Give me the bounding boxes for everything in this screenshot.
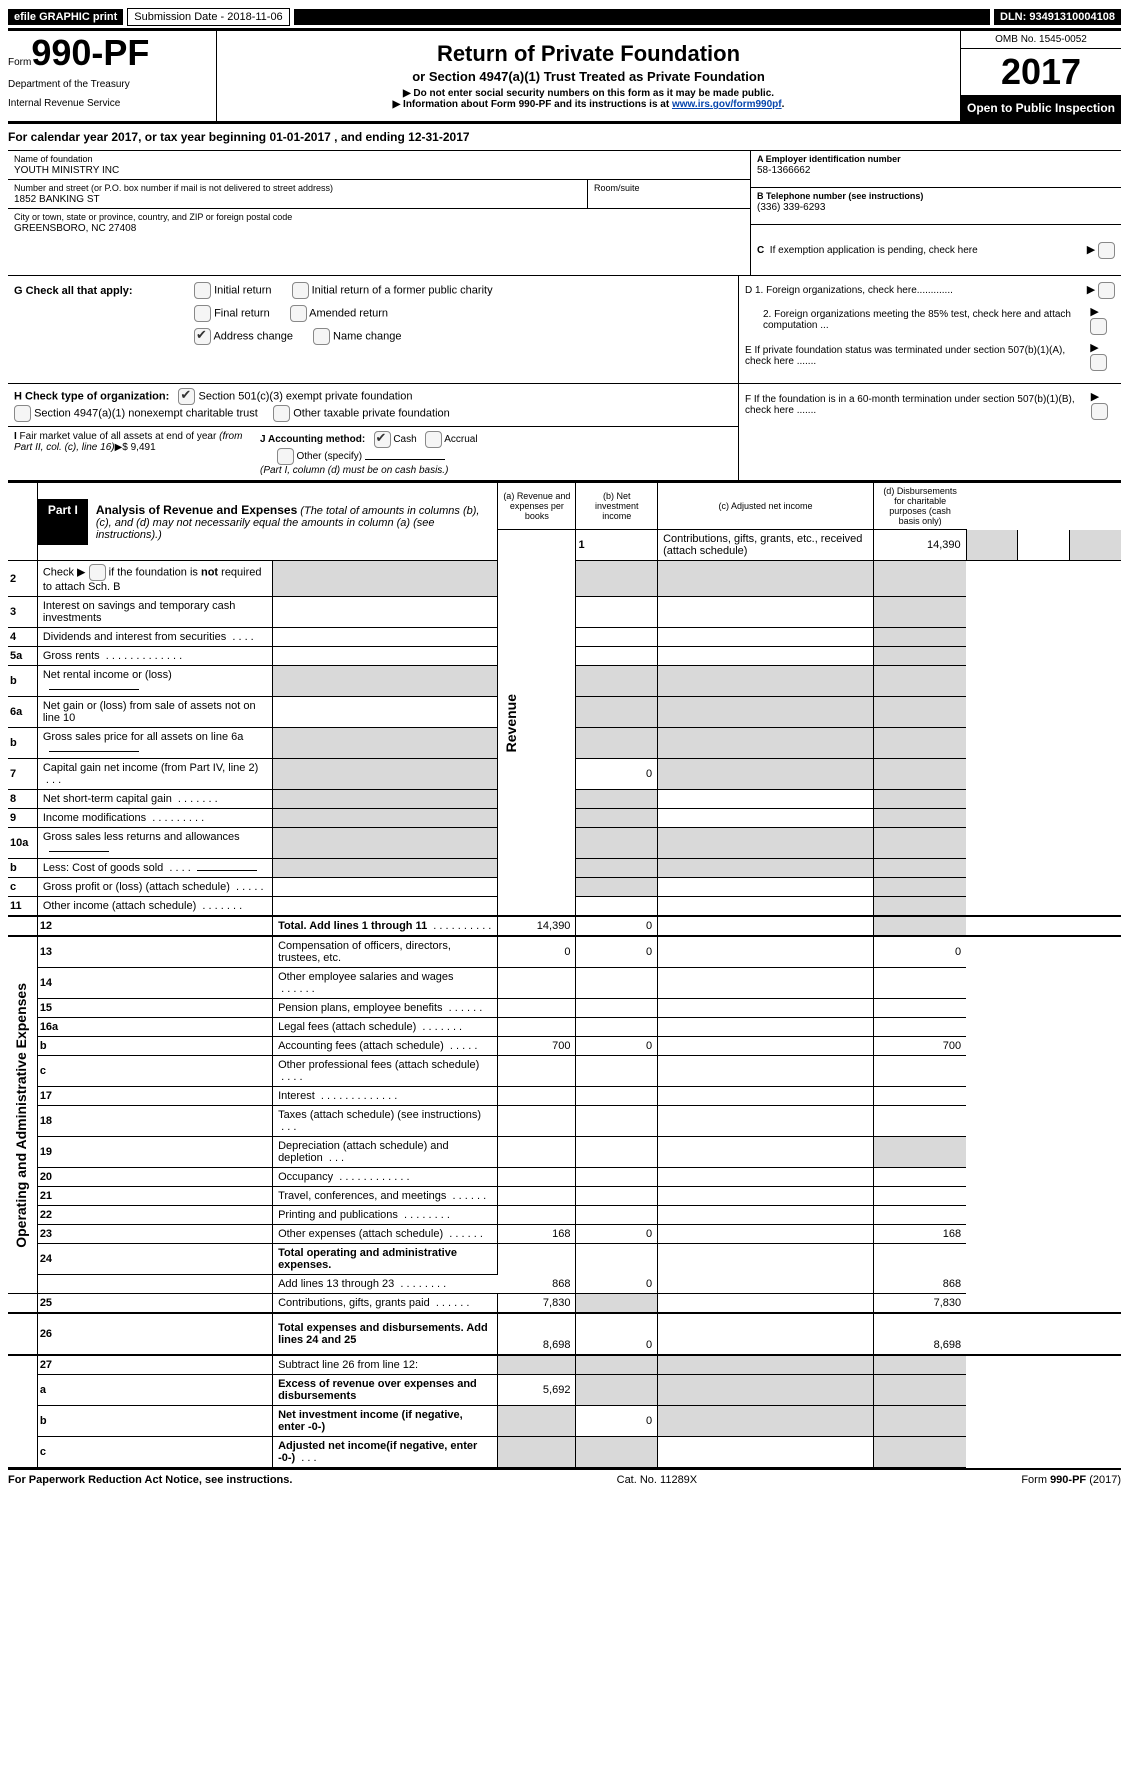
top-bar: efile GRAPHIC print Submission Date - 20… <box>8 8 1121 26</box>
f-cb[interactable] <box>1091 403 1108 420</box>
form-word: Form <box>8 57 31 68</box>
section-h: H Check type of organization: Section 50… <box>8 384 738 427</box>
dept-irs: Internal Revenue Service <box>8 98 208 109</box>
calendar-year-line: For calendar year 2017, or tax year begi… <box>8 124 1121 151</box>
name-change-cb[interactable] <box>313 328 330 345</box>
header-center: Return of Private Foundation or Section … <box>217 31 960 121</box>
tax-year: 2017 <box>961 49 1121 95</box>
footer-right: Form 990-PF (2017) <box>1021 1474 1121 1486</box>
part1-title: Analysis of Revenue and Expenses (The to… <box>88 499 497 545</box>
revenue-side-label: Revenue <box>503 694 519 752</box>
address-change-cb[interactable] <box>194 328 211 345</box>
col-d-head: (d) Disbursements for charitable purpose… <box>874 483 967 530</box>
irs-link[interactable]: www.irs.gov/form990pf <box>672 99 782 110</box>
col-a-head: (a) Revenue and expenses per books <box>498 483 576 530</box>
form-header: Form990-PF Department of the Treasury In… <box>8 28 1121 124</box>
accrual-cb[interactable] <box>425 431 442 448</box>
cash-cb[interactable] <box>374 431 391 448</box>
final-return-cb[interactable] <box>194 305 211 322</box>
amended-return-cb[interactable] <box>290 305 307 322</box>
schb-cb[interactable] <box>89 564 106 581</box>
form-subtitle: or Section 4947(a)(1) Trust Treated as P… <box>227 69 950 84</box>
efile-tag: efile GRAPHIC print <box>8 9 123 25</box>
501c3-cb[interactable] <box>178 388 195 405</box>
identification-block: Name of foundation YOUTH MINISTRY INC Nu… <box>8 151 1121 276</box>
section-i: I Fair market value of all assets at end… <box>14 431 260 476</box>
open-public-badge: Open to Public Inspection <box>961 95 1121 121</box>
spacer-bar <box>294 9 990 25</box>
footer-mid: Cat. No. 11289X <box>617 1474 698 1486</box>
city-cell: City or town, state or province, country… <box>8 209 750 259</box>
expenses-side-label: Operating and Administrative Expenses <box>13 983 29 1248</box>
part1-table: Part I Analysis of Revenue and Expenses … <box>8 483 1121 1468</box>
header-left: Form990-PF Department of the Treasury In… <box>8 31 217 121</box>
note-link: ▶ Information about Form 990-PF and its … <box>227 99 950 110</box>
section-h-i-j: H Check type of organization: Section 50… <box>8 384 1121 483</box>
initial-return-cb[interactable] <box>194 282 211 299</box>
d2-cb[interactable] <box>1090 318 1107 335</box>
form-title: Return of Private Foundation <box>227 41 950 67</box>
section-g-d: G Check all that apply: Initial return I… <box>8 276 1121 384</box>
page-footer: For Paperwork Reduction Act Notice, see … <box>8 1468 1121 1486</box>
foundation-name-cell: Name of foundation YOUTH MINISTRY INC <box>8 151 750 180</box>
footer-left: For Paperwork Reduction Act Notice, see … <box>8 1474 292 1486</box>
dln: DLN: 93491310004108 <box>994 9 1121 25</box>
e-cb[interactable] <box>1090 354 1107 371</box>
initial-former-cb[interactable] <box>292 282 309 299</box>
dept-treasury: Department of the Treasury <box>8 79 208 90</box>
room-cell: Room/suite <box>588 180 750 208</box>
section-j: J Accounting method: Cash Accrual Other … <box>260 431 732 476</box>
part1-label: Part I <box>38 499 88 545</box>
c-checkbox[interactable] <box>1098 242 1115 259</box>
4947-cb[interactable] <box>14 405 31 422</box>
ein-cell: A Employer identification number 58-1366… <box>751 151 1121 188</box>
form-number: 990-PF <box>31 32 149 73</box>
other-method-cb[interactable] <box>277 448 294 465</box>
d1-cb[interactable] <box>1098 282 1115 299</box>
omb-number: OMB No. 1545-0052 <box>961 31 1121 49</box>
col-b-head: (b) Net investment income <box>576 483 658 530</box>
section-f: F If the foundation is in a 60-month ter… <box>739 384 1121 480</box>
street-cell: Number and street (or P.O. box number if… <box>8 180 588 208</box>
exemption-pending-cell: C If exemption application is pending, c… <box>751 225 1121 275</box>
header-right: OMB No. 1545-0052 2017 Open to Public In… <box>960 31 1121 121</box>
other-taxable-cb[interactable] <box>273 405 290 422</box>
phone-cell: B Telephone number (see instructions) (3… <box>751 188 1121 225</box>
note-ssn: ▶ Do not enter social security numbers o… <box>227 88 950 99</box>
submission-date: Submission Date - 2018-11-06 <box>127 8 289 26</box>
col-c-head: (c) Adjusted net income <box>658 483 874 530</box>
